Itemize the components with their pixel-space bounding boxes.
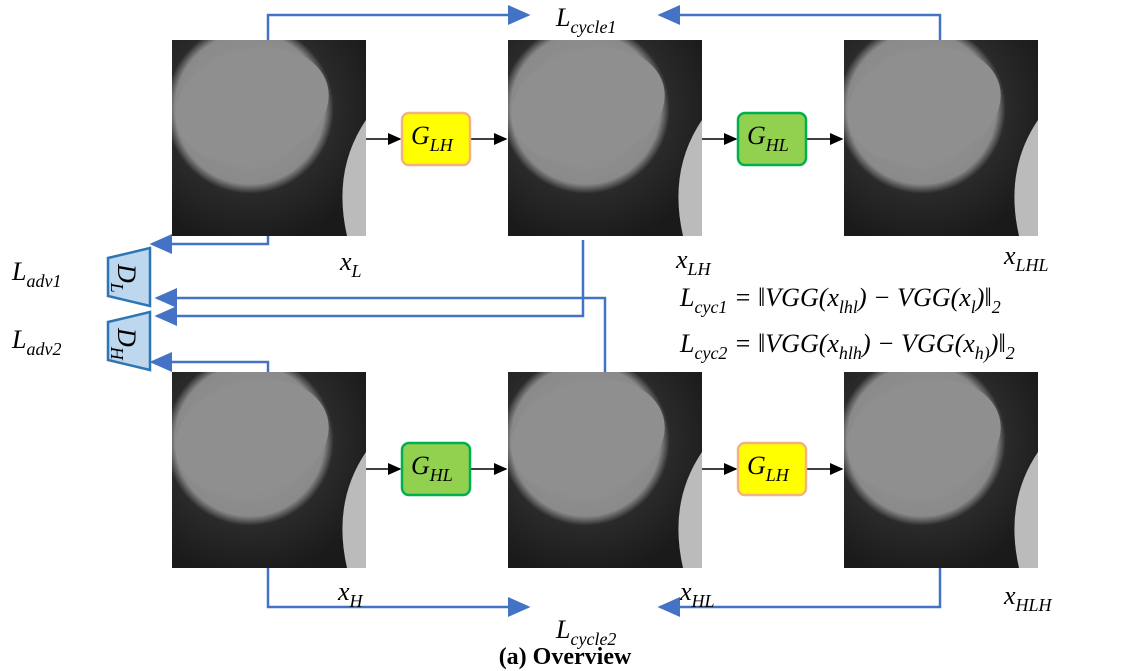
math-label: Ladv2 [11,325,61,359]
math-label: Lcycle1 [555,3,616,37]
math-label: xLH [675,245,712,279]
base: x [1003,581,1016,610]
subscript: adv1 [26,271,61,291]
base: L [11,325,26,354]
math-label: xHLH [1003,581,1053,615]
formula-sub: cyc1 [694,297,727,317]
subscript: HLH [1015,595,1053,615]
subscript: L [351,261,362,281]
formula: Lcyc2 = ‖VGG(xhlh) − VGG(xh))‖2 [679,329,1015,364]
formula-text: L [679,283,694,312]
base: x [1003,241,1016,270]
formula-sub: lhl [839,297,858,317]
math-label: Lcycle2 [555,615,616,649]
subscript: LH [765,465,790,485]
formula-text: )‖ [988,329,1006,358]
formula-text: )‖ [974,283,992,312]
math-label: xLHL [1003,241,1049,275]
subscript: H [107,346,127,361]
formula-text: = ‖VGG(x [727,283,839,312]
formula-text: ) − VGG(x [856,283,971,312]
subscript: HL [691,591,715,611]
base: L [11,257,26,286]
base: G [747,121,766,150]
base: x [675,245,688,274]
formula-text: = ‖VGG(x [727,329,839,358]
subscript: cycle2 [570,629,616,649]
math-label: xHL [679,577,715,611]
subscript: L [107,282,127,293]
formula-sub: cyc2 [694,343,727,363]
formula-sub: h) [975,343,990,364]
base: G [411,451,430,480]
base: D [112,327,141,347]
formula-text: ) − VGG(x [860,329,975,358]
math-label: Ladv1 [11,257,61,291]
formula-sub: hlh [839,343,862,363]
subscript: LHL [1015,255,1049,275]
subscript: LH [687,259,712,279]
formula-sub: 2 [992,297,1001,317]
formula-sub: 2 [1006,343,1015,363]
formula-text: L [679,329,694,358]
base: D [112,263,141,283]
formula: Lcyc1 = ‖VGG(xlhl) − VGG(xl)‖2 [679,283,1001,317]
base: L [555,3,570,32]
base: x [337,577,350,606]
math-label: xL [339,247,362,281]
base: x [679,577,692,606]
subscript: HL [765,135,789,155]
base: L [555,615,570,644]
subscript: adv2 [26,339,61,359]
base: x [339,247,352,276]
diagram: (a) Overview GLHGHLGHLGLHxLxLHxLHLxHxHLx… [0,0,1129,671]
subscript: H [349,591,364,611]
subscript: LH [429,135,454,155]
base: G [411,121,430,150]
subscript: HL [429,465,453,485]
math-label: xH [337,577,364,611]
base: G [747,451,766,480]
subscript: cycle1 [570,17,616,37]
